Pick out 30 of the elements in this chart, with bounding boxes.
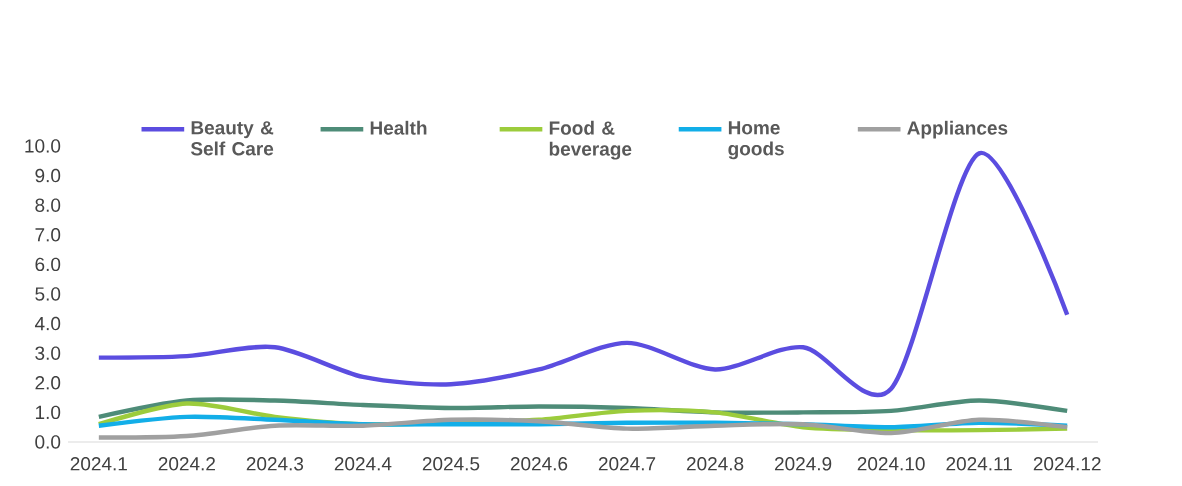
x-tick-label: 2024.5 bbox=[422, 457, 480, 471]
x-tick-label: 2024.3 bbox=[246, 457, 304, 471]
x-tick-label: 2024.10 bbox=[857, 457, 925, 471]
y-tick-label: 4.0 bbox=[34, 316, 61, 331]
y-tick-label: 7.0 bbox=[35, 228, 61, 242]
legend-label: Beauty & Self Care bbox=[190, 121, 274, 156]
y-tick-label: 1.0 bbox=[35, 405, 61, 420]
y-tick-label: 2.0 bbox=[35, 376, 61, 390]
y-tick-label: 6.0 bbox=[35, 257, 61, 272]
x-tick-label: 2024.2 bbox=[158, 457, 215, 471]
x-tick-label: 2024.8 bbox=[686, 457, 744, 471]
legend-label: Home goods bbox=[728, 121, 784, 160]
x-tick-label: 2024.7 bbox=[598, 457, 656, 471]
y-tick-label: 0.0 bbox=[35, 435, 61, 449]
y-tick-label: 10.0 bbox=[25, 139, 61, 153]
legend-label: Appliances bbox=[907, 120, 1008, 139]
x-tick-label: 2024.1 bbox=[70, 457, 127, 471]
y-tick-label: 3.0 bbox=[35, 346, 61, 360]
y-tick-label: 8.0 bbox=[35, 198, 61, 212]
x-tick-label: 2024.12 bbox=[1033, 457, 1101, 471]
x-tick-label: 2024.4 bbox=[334, 457, 392, 471]
legend-label: Food & beverage bbox=[549, 120, 632, 160]
x-tick-label: 2024.9 bbox=[774, 457, 832, 471]
x-tick-label: 2024.6 bbox=[510, 457, 568, 471]
y-tick-label: 9.0 bbox=[35, 168, 61, 183]
line-series bbox=[96, 417, 1070, 440]
y-tick-label: 5.0 bbox=[35, 287, 61, 301]
x-tick-label: 2024.11 bbox=[946, 457, 1012, 471]
line-series bbox=[96, 397, 1070, 420]
legend-label: Health bbox=[370, 120, 427, 135]
